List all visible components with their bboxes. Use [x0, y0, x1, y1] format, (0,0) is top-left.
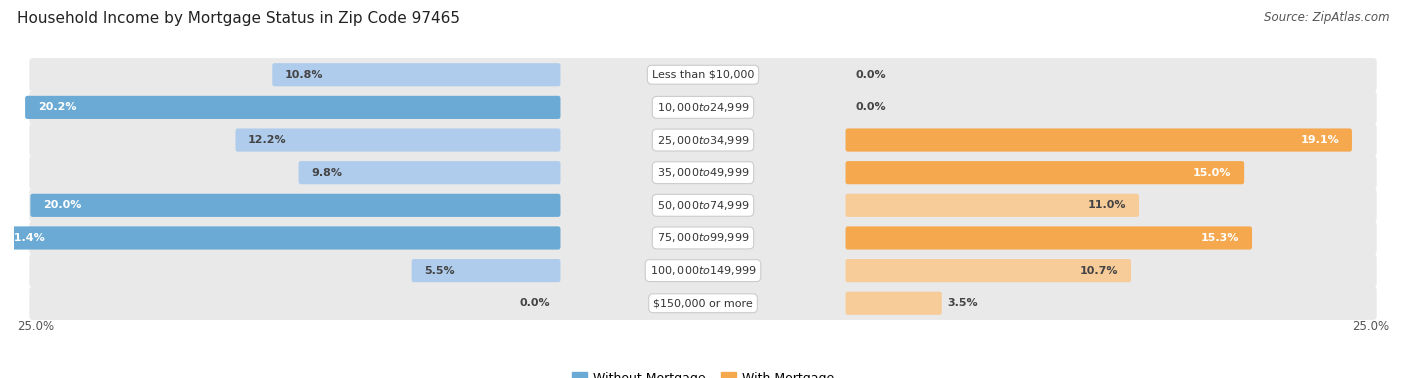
Text: 12.2%: 12.2% [247, 135, 287, 145]
FancyBboxPatch shape [273, 63, 561, 86]
FancyBboxPatch shape [235, 129, 561, 152]
FancyBboxPatch shape [845, 194, 1139, 217]
FancyBboxPatch shape [0, 226, 561, 249]
FancyBboxPatch shape [30, 287, 1376, 320]
Text: 0.0%: 0.0% [520, 298, 551, 308]
Text: Source: ZipAtlas.com: Source: ZipAtlas.com [1264, 11, 1389, 24]
FancyBboxPatch shape [30, 58, 1376, 91]
Text: 21.4%: 21.4% [6, 233, 45, 243]
Text: 5.5%: 5.5% [425, 266, 456, 276]
FancyBboxPatch shape [845, 259, 1130, 282]
FancyBboxPatch shape [30, 222, 1376, 255]
Text: 0.0%: 0.0% [855, 70, 886, 80]
FancyBboxPatch shape [25, 96, 561, 119]
Text: 10.7%: 10.7% [1080, 266, 1118, 276]
Text: 25.0%: 25.0% [1353, 320, 1389, 333]
Text: 10.8%: 10.8% [285, 70, 323, 80]
FancyBboxPatch shape [845, 226, 1253, 249]
FancyBboxPatch shape [845, 129, 1353, 152]
Text: 20.0%: 20.0% [44, 200, 82, 210]
Text: $35,000 to $49,999: $35,000 to $49,999 [657, 166, 749, 179]
FancyBboxPatch shape [30, 91, 1376, 124]
Text: Household Income by Mortgage Status in Zip Code 97465: Household Income by Mortgage Status in Z… [17, 11, 460, 26]
FancyBboxPatch shape [412, 259, 561, 282]
Text: Less than $10,000: Less than $10,000 [652, 70, 754, 80]
Text: 15.3%: 15.3% [1201, 233, 1240, 243]
Text: 19.1%: 19.1% [1301, 135, 1340, 145]
Text: $10,000 to $24,999: $10,000 to $24,999 [657, 101, 749, 114]
Text: 0.0%: 0.0% [855, 102, 886, 112]
FancyBboxPatch shape [30, 156, 1376, 189]
Text: $25,000 to $34,999: $25,000 to $34,999 [657, 133, 749, 147]
FancyBboxPatch shape [845, 292, 942, 315]
FancyBboxPatch shape [31, 194, 561, 217]
Text: 3.5%: 3.5% [948, 298, 979, 308]
FancyBboxPatch shape [30, 123, 1376, 157]
Legend: Without Mortgage, With Mortgage: Without Mortgage, With Mortgage [567, 367, 839, 378]
Text: 20.2%: 20.2% [38, 102, 76, 112]
FancyBboxPatch shape [30, 254, 1376, 287]
Text: 11.0%: 11.0% [1088, 200, 1126, 210]
Text: $150,000 or more: $150,000 or more [654, 298, 752, 308]
Text: 9.8%: 9.8% [311, 168, 342, 178]
FancyBboxPatch shape [845, 161, 1244, 184]
Text: 15.0%: 15.0% [1194, 168, 1232, 178]
Text: $75,000 to $99,999: $75,000 to $99,999 [657, 231, 749, 245]
Text: $100,000 to $149,999: $100,000 to $149,999 [650, 264, 756, 277]
FancyBboxPatch shape [30, 189, 1376, 222]
Text: 25.0%: 25.0% [17, 320, 53, 333]
Text: $50,000 to $74,999: $50,000 to $74,999 [657, 199, 749, 212]
FancyBboxPatch shape [298, 161, 561, 184]
